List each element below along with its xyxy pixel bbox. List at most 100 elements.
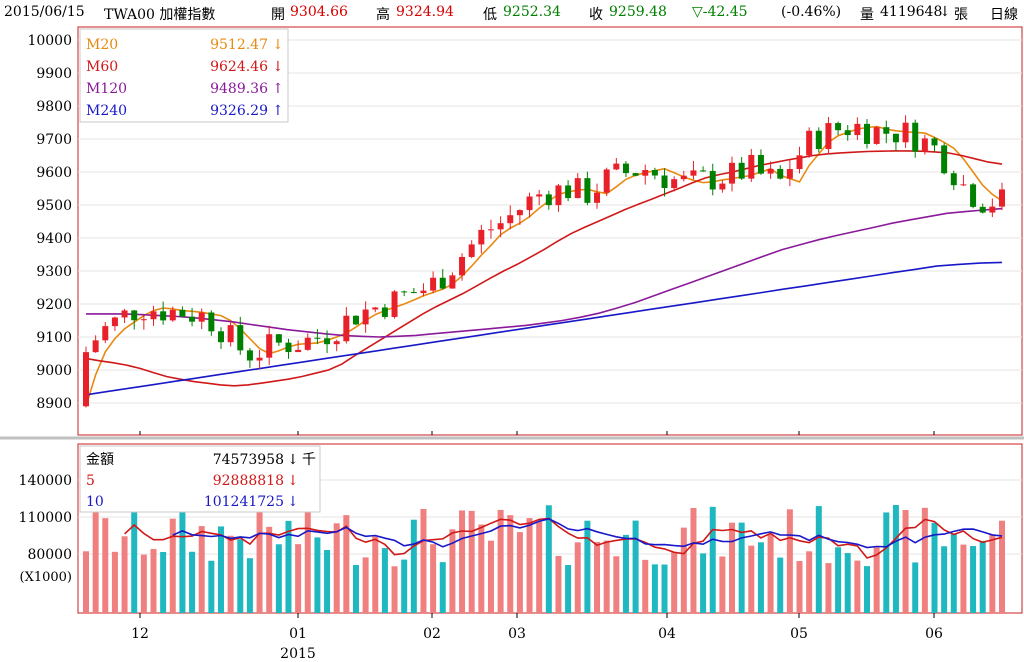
candle-body <box>690 170 697 176</box>
volume-bar <box>738 522 745 613</box>
candle-body <box>459 256 466 276</box>
volume-bar <box>748 545 755 613</box>
volume-bar <box>999 520 1005 613</box>
legend-ma-value: 9489.36 <box>210 81 268 97</box>
legend-ma-value: 9512.47 <box>210 37 268 53</box>
open-label: 開 <box>271 7 285 23</box>
candle-body <box>854 123 861 136</box>
volume-bar <box>439 562 446 613</box>
candle-body <box>999 189 1005 207</box>
volume-bar <box>285 520 292 613</box>
volume-legend-unit: 千 <box>302 452 316 468</box>
price-tick-label: 9500 <box>36 198 72 214</box>
price-tick-label: 9600 <box>36 165 72 181</box>
price-legend-box <box>79 28 289 123</box>
candle-body <box>622 163 629 174</box>
month-label: 04 <box>658 626 676 642</box>
volume-legend: 金額 74573958 ↓ 千5 92888818 ↓10 101241725 ↓ <box>79 445 321 513</box>
volume-bar <box>169 518 176 613</box>
month-label: 02 <box>423 626 441 642</box>
volume-legend-name: 10 <box>86 494 104 510</box>
candle-body <box>439 277 446 289</box>
volume-bar <box>189 551 196 613</box>
candle-body <box>536 194 543 197</box>
price-legend: M20 9512.47 ↓ M60 9624.46 ↓ M120 9489.36 ↑ M240 93… <box>79 28 289 123</box>
candle-body <box>729 162 736 184</box>
candle-body <box>738 162 745 179</box>
price-tick-label: 9900 <box>36 66 72 82</box>
volume-bar <box>478 524 485 613</box>
volume-bar <box>256 506 263 613</box>
candle-body <box>892 133 899 143</box>
volume-bar <box>767 533 774 613</box>
candle-body <box>497 223 504 230</box>
volume-bar <box>622 534 629 613</box>
high-label: 高 <box>376 7 390 23</box>
candle-body <box>777 168 784 179</box>
quote-header: 2015/06/15 TWA00 加權指數 開 9304.66 高 9324.9… <box>0 0 1024 26</box>
candle-body <box>613 163 620 170</box>
volume-ma5-line <box>124 517 1003 559</box>
candle-body <box>516 210 523 216</box>
candle-body <box>941 145 948 174</box>
candle-body <box>83 352 89 407</box>
volume-bar <box>420 508 427 613</box>
volume-bar <box>237 539 244 613</box>
volume-bar <box>844 553 851 613</box>
candle-body <box>449 275 456 289</box>
candle-body <box>584 178 591 203</box>
volume-bar <box>324 550 331 613</box>
volume-bar <box>487 540 494 613</box>
candle-body <box>835 123 842 131</box>
volume-bar <box>555 555 562 613</box>
volume-bar <box>815 506 822 613</box>
quote-date: 2015/06/15 <box>4 4 85 20</box>
volume-value: 4119648 <box>880 4 943 20</box>
candle-body <box>362 309 369 325</box>
volume-bar <box>459 510 466 613</box>
volume-bar <box>661 564 668 613</box>
volume-tick-label: 110000 <box>19 510 72 526</box>
volume-bar <box>468 510 475 613</box>
volume-bar <box>401 559 408 613</box>
legend-ma-arrow: ↑ <box>272 81 284 97</box>
candle-body <box>160 311 167 321</box>
candle-body <box>594 192 601 203</box>
price-tick-label: 9800 <box>36 99 72 115</box>
candle-body <box>700 170 707 172</box>
candle-body <box>150 311 157 320</box>
candle-body <box>285 342 292 353</box>
volume-legend-arrow: ↓ <box>287 473 299 489</box>
candle-body <box>632 173 639 176</box>
volume-legend-value: 92888818 <box>213 473 284 489</box>
volume-bar <box>160 551 167 613</box>
candle-body <box>343 315 350 342</box>
volume-bar <box>246 558 253 613</box>
volume-bar <box>671 552 678 613</box>
month-label: 12 <box>131 626 149 642</box>
candle-body <box>420 290 427 294</box>
volume-bar <box>179 509 186 613</box>
candle-body <box>757 154 764 174</box>
volume-bar <box>198 526 205 613</box>
candle-body <box>179 309 186 317</box>
volume-arrow: ↓ <box>939 4 951 20</box>
volume-bar <box>295 544 302 613</box>
candle-body <box>507 215 514 224</box>
volume-bar <box>516 532 523 613</box>
volume-unit-label: (X1000) <box>20 570 72 585</box>
candle-body <box>131 310 138 321</box>
volume-bar <box>912 562 919 613</box>
candle-body <box>381 307 388 317</box>
candle-body <box>401 291 408 293</box>
ma-line-m120 <box>86 207 1003 338</box>
candle-body <box>806 130 813 156</box>
candle-body <box>217 331 224 343</box>
candle-body <box>767 168 774 174</box>
volume-bar <box>150 549 157 613</box>
candle-body <box>304 337 311 350</box>
volume-bar <box>410 519 417 613</box>
volume-label: 量 <box>860 7 874 23</box>
volume-bar <box>565 565 572 613</box>
